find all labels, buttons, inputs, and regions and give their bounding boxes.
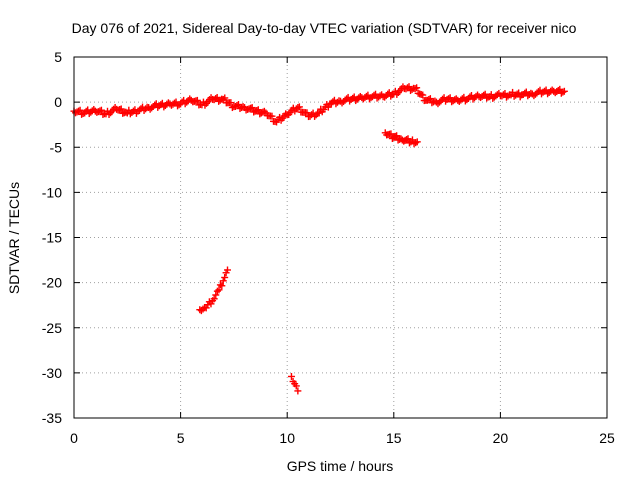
data-point — [504, 92, 512, 100]
data-point — [376, 92, 384, 100]
data-point — [239, 103, 247, 111]
data-point — [303, 109, 311, 117]
y-tick-label: -20 — [42, 275, 62, 291]
series-segment-6h — [196, 266, 232, 315]
data-point — [197, 307, 205, 315]
data-point — [259, 108, 267, 116]
data-point — [493, 91, 501, 99]
data-point — [216, 281, 224, 289]
data-point — [419, 91, 427, 99]
data-point — [324, 103, 332, 111]
data-point — [94, 108, 102, 116]
data-points — [70, 83, 568, 395]
data-point — [93, 108, 101, 116]
data-point — [292, 382, 300, 390]
data-point — [181, 100, 189, 108]
data-point — [183, 98, 191, 106]
y-tick-label: -25 — [42, 320, 62, 336]
x-tick-label: 10 — [279, 430, 295, 446]
data-point — [233, 102, 241, 110]
data-point — [253, 107, 261, 115]
data-point — [248, 104, 256, 112]
data-point — [234, 101, 242, 109]
y-tick-label: -35 — [42, 410, 62, 426]
x-tick-label: 25 — [599, 430, 615, 446]
data-point — [413, 138, 421, 146]
data-point — [140, 106, 148, 114]
data-point — [97, 106, 105, 114]
data-point — [559, 88, 567, 96]
data-point — [213, 287, 221, 295]
data-point — [221, 94, 229, 102]
data-point — [254, 106, 262, 114]
y-tick-label: -30 — [42, 365, 62, 381]
data-point — [425, 95, 433, 103]
y-tick-label: -10 — [42, 184, 62, 200]
data-point — [228, 104, 236, 112]
data-point — [412, 139, 420, 147]
series-main-trace — [70, 83, 568, 126]
data-point — [219, 277, 227, 285]
data-point — [282, 110, 290, 118]
data-point — [315, 109, 323, 117]
data-point — [219, 95, 227, 103]
data-point — [215, 286, 223, 294]
data-point — [483, 94, 491, 102]
data-point — [212, 291, 220, 299]
series-segment-15h — [381, 129, 421, 148]
data-point — [411, 85, 419, 93]
x-tick-label: 5 — [177, 430, 185, 446]
data-point — [218, 282, 226, 290]
data-point — [75, 107, 83, 115]
data-point — [202, 304, 210, 312]
y-tick-label: -15 — [42, 230, 62, 246]
y-tick-label: 5 — [54, 49, 62, 65]
x-tick-label: 15 — [386, 430, 402, 446]
data-point — [560, 87, 568, 95]
data-point — [295, 103, 303, 111]
y-tick-label: 0 — [54, 94, 62, 110]
data-point — [445, 95, 453, 103]
data-point — [408, 85, 416, 93]
data-point — [224, 266, 232, 274]
data-point — [311, 112, 319, 120]
data-point — [193, 96, 201, 104]
data-point — [210, 295, 218, 303]
data-point — [207, 300, 215, 308]
axis-ticks: 0 5 10 15 20 25 5 0 -5 -10 -15 -20 -25 -30 -35 — [42, 49, 615, 446]
data-point — [393, 132, 401, 140]
data-point — [96, 107, 104, 115]
y-axis-label: SDTVAR / TECUs — [6, 182, 22, 294]
data-point — [199, 305, 207, 313]
data-point — [426, 95, 434, 103]
data-point — [216, 96, 224, 104]
data-point — [268, 112, 276, 120]
data-point — [250, 108, 258, 116]
data-point — [287, 372, 295, 380]
data-point — [221, 273, 229, 281]
y-tick-label: -5 — [50, 139, 63, 155]
data-point — [294, 387, 302, 395]
data-point — [227, 99, 235, 107]
data-point — [76, 106, 84, 114]
x-tick-label: 0 — [70, 430, 78, 446]
series-segment-10h — [287, 372, 302, 395]
data-point — [413, 84, 421, 92]
x-tick-label: 20 — [493, 430, 509, 446]
chart-title: Day 076 of 2021, Sidereal Day-to-day VTE… — [72, 20, 577, 36]
x-axis-label: GPS time / hours — [287, 458, 394, 474]
data-point — [78, 110, 86, 118]
data-point — [446, 94, 454, 102]
data-point — [117, 105, 125, 113]
